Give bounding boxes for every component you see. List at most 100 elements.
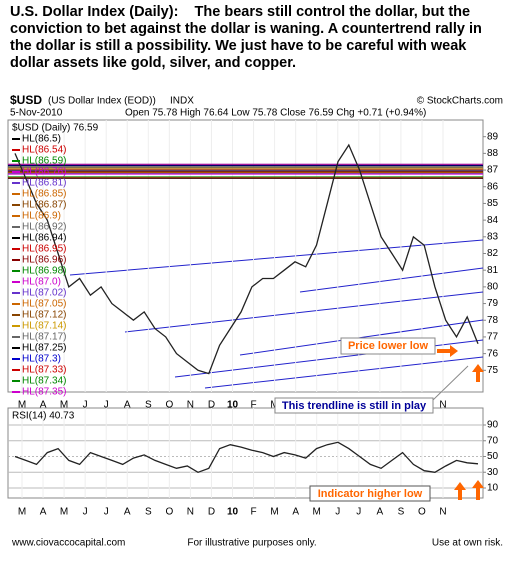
x-tick-label: D: [208, 507, 215, 518]
y-tick-label: 83: [487, 231, 499, 242]
x-tick-label: O: [165, 400, 173, 411]
x-tick-label: N: [439, 507, 446, 518]
x-tick-label: 10: [227, 400, 239, 411]
trendline: [299, 267, 484, 293]
quote: Open 75.78 High 76.64 Low 75.78 Close 76…: [125, 108, 426, 119]
x-tick-label: F: [250, 400, 256, 411]
x-tick-label: J: [356, 507, 361, 518]
arrow: [437, 345, 458, 357]
legend-title: $USD (Daily) 76.59: [12, 123, 99, 134]
x-tick-label: M: [60, 507, 68, 518]
y-tick-label: 50: [487, 451, 499, 462]
annotation: Price lower low: [348, 340, 429, 352]
x-tick-label: M: [18, 400, 26, 411]
legend-label: HL(87.33): [22, 365, 66, 376]
x-tick-label: 10: [227, 507, 239, 518]
x-tick-label: N: [439, 400, 446, 411]
y-tick-label: 30: [487, 467, 499, 478]
y-tick-label: 90: [487, 420, 499, 431]
legend-label: HL(86.54): [22, 145, 66, 156]
y-tick-label: 79: [487, 298, 499, 309]
annotation: Indicator higher low: [318, 488, 423, 500]
annotation-box: [274, 397, 434, 414]
arrow: [472, 480, 484, 500]
legend-label: HL(86.5): [22, 134, 61, 145]
footer-right: Use at own risk.: [432, 538, 503, 549]
x-tick-label: M: [18, 507, 26, 518]
exchange: INDX: [170, 96, 194, 107]
trendlines: [69, 239, 484, 389]
legend-title: RSI(14) 40.73: [12, 411, 75, 422]
x-tick-label: F: [250, 507, 256, 518]
legend-label: HL(86.94): [22, 233, 66, 244]
y-tick-label: 70: [487, 435, 499, 446]
x-tick-label: A: [40, 400, 47, 411]
y-tick-label: 82: [487, 248, 499, 259]
legend-label: HL(86.87): [22, 200, 66, 211]
x-tick-label: J: [83, 507, 88, 518]
annotation: This trendline is still in play: [282, 400, 427, 412]
y-tick-label: 77: [487, 332, 499, 343]
footer-center: For illustrative purposes only.: [187, 538, 316, 549]
source: © StockCharts.com: [417, 96, 503, 107]
annotation-box: [309, 485, 431, 502]
x-tick-label: O: [418, 507, 426, 518]
trendline: [124, 291, 484, 333]
x-tick-label: J: [104, 507, 109, 518]
x-tick-label: N: [187, 507, 194, 518]
x-tick-label: J: [104, 400, 109, 411]
price-line: [14, 143, 479, 375]
legend-label: HL(86.96): [22, 255, 66, 266]
legend-label: HL(86.76): [22, 167, 66, 178]
y-tick-label: 75: [487, 365, 499, 376]
price-line: [14, 441, 479, 474]
symbol: $USD: [10, 93, 42, 107]
y-tick-label: 76: [487, 348, 499, 359]
date: 5-Nov-2010: [10, 108, 63, 119]
legend-label: HL(86.98): [22, 266, 66, 277]
y-tick-label: 85: [487, 198, 499, 209]
x-tick-label: N: [187, 400, 194, 411]
y-tick-label: 89: [487, 131, 499, 142]
legend-label: HL(87.12): [22, 310, 66, 321]
legend-label: HL(86.95): [22, 244, 66, 255]
legend-label: HL(86.92): [22, 222, 66, 233]
y-tick-label: 80: [487, 282, 499, 293]
y-tick-label: 87: [487, 165, 499, 176]
header-text: The bears still control the dollar, but …: [10, 4, 482, 71]
legend-label: HL(86.85): [22, 189, 66, 200]
symbol-name: (US Dollar Index (EOD)): [48, 96, 156, 107]
header-title: U.S. Dollar Index (Daily):: [10, 4, 179, 20]
legend-label: HL(87.3): [22, 354, 61, 365]
trendline: [204, 356, 484, 389]
x-tick-label: J: [83, 400, 88, 411]
legend-label: HL(87.17): [22, 332, 66, 343]
arrow: [454, 482, 466, 500]
y-tick-label: 88: [487, 148, 499, 159]
y-tick-label: 10: [487, 483, 499, 494]
marks: 75 76 77 78 79 80 81 82 83 84 85 86 87 88 89 M A M J J A S O N D…: [8, 120, 499, 518]
x-tick-label: D: [208, 400, 215, 411]
x-tick-label: A: [292, 507, 299, 518]
annotation-box: [340, 337, 436, 355]
legend-label: HL(87.34): [22, 376, 66, 387]
y-tick-label: 81: [487, 265, 499, 276]
legend-label: HL(87.05): [22, 299, 66, 310]
x-tick-label: M: [270, 507, 278, 518]
legend-label: HL(87.02): [22, 288, 66, 299]
legend-label: HL(87.35): [22, 387, 66, 398]
x-tick-label: A: [377, 507, 384, 518]
footer-left: www.ciovaccocapital.com: [11, 538, 125, 549]
legend-label: HL(86.59): [22, 156, 66, 167]
rsi-panel: [7, 407, 484, 499]
x-tick-label: A: [40, 507, 47, 518]
header: U.S. Dollar Index (Daily): The bears sti…: [10, 4, 502, 72]
pointer: [432, 365, 469, 401]
x-tick-label: S: [145, 400, 152, 411]
legend-label: HL(87.25): [22, 343, 66, 354]
x-tick-label: S: [398, 507, 405, 518]
legend-label: HL(87.0): [22, 277, 61, 288]
legend-label: HL(86.81): [22, 178, 66, 189]
